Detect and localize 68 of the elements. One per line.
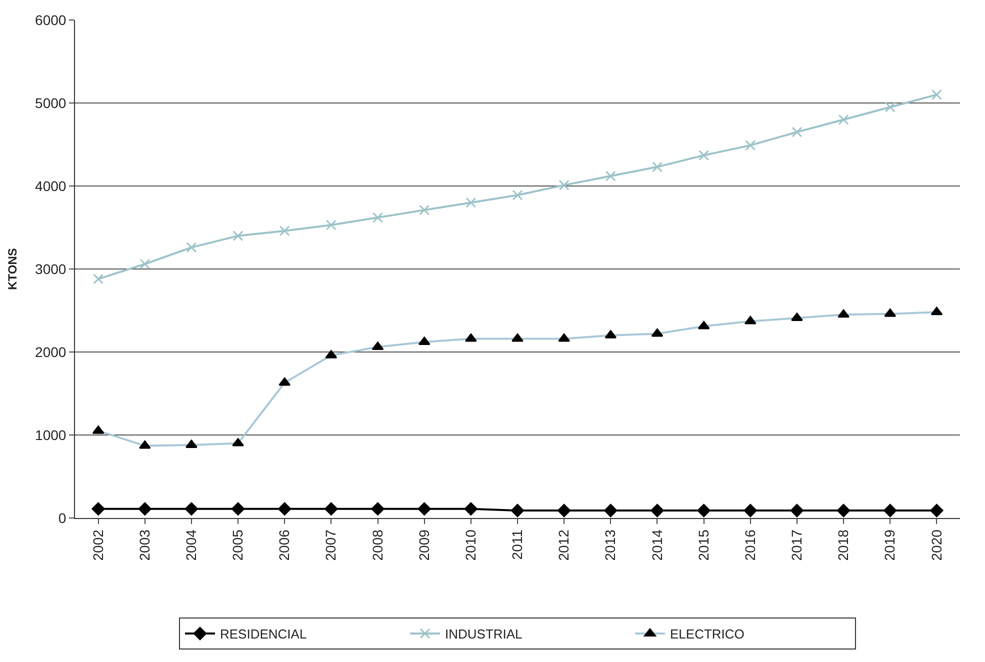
x-tick-label: 2014	[648, 529, 665, 561]
point	[557, 504, 571, 518]
x-tick-label: 2008	[369, 529, 386, 561]
point	[231, 502, 245, 516]
y-tick-label: 1000	[35, 426, 66, 443]
y-tick-label: 2000	[35, 344, 66, 360]
point	[140, 258, 150, 270]
x-tick-label: 2002	[90, 529, 106, 561]
point	[931, 89, 942, 100]
point	[184, 502, 198, 516]
point	[278, 502, 292, 516]
point	[652, 162, 662, 172]
x-tick-label: 2009	[416, 529, 432, 561]
y-tick-label: 3000	[35, 260, 66, 277]
x-tick-label: 2017	[788, 529, 805, 561]
point	[510, 504, 524, 518]
legend-label: RESIDENCIAL	[220, 626, 307, 642]
point	[604, 504, 618, 518]
point	[558, 180, 570, 190]
point	[884, 102, 896, 112]
point	[372, 212, 384, 223]
x-tick-label: 2013	[602, 529, 618, 561]
point	[93, 274, 104, 284]
y-tick-label: 6000	[35, 12, 66, 28]
legend-label: INDUSTRIAL	[445, 626, 522, 642]
y-tick-label: 0	[58, 510, 66, 526]
point	[512, 190, 523, 200]
point	[792, 126, 802, 138]
point	[371, 502, 384, 516]
point	[930, 504, 944, 518]
x-tick-label: 2012	[556, 529, 572, 561]
x-tick-label: 2006	[276, 529, 292, 561]
point	[92, 502, 105, 516]
point	[745, 140, 756, 151]
point	[605, 170, 616, 182]
point	[650, 504, 664, 518]
point	[464, 502, 478, 516]
y-axis-title: KTONS	[5, 248, 20, 290]
point	[232, 230, 244, 242]
point	[884, 504, 897, 518]
point	[138, 502, 152, 516]
point	[790, 504, 804, 518]
x-tick-label: 2019	[882, 529, 898, 561]
point	[186, 242, 197, 253]
point	[466, 197, 476, 208]
point	[419, 204, 430, 216]
x-tick-label: 2016	[742, 529, 758, 561]
point	[744, 504, 757, 518]
point	[279, 226, 290, 236]
x-tick-label: 2007	[322, 529, 339, 561]
point	[698, 150, 710, 161]
x-tick-label: 2011	[509, 529, 526, 560]
x-tick-label: 2015	[695, 529, 712, 561]
x-tick-label: 2004	[183, 529, 199, 561]
point	[324, 502, 338, 516]
point	[418, 502, 431, 516]
y-tick-label: 5000	[35, 94, 66, 111]
x-tick-label: 2020	[928, 529, 944, 561]
x-tick-label: 2005	[230, 529, 246, 561]
point	[836, 504, 850, 518]
legend-label: ELECTRICO	[670, 626, 744, 642]
point	[697, 504, 710, 518]
x-tick-label: 2018	[835, 529, 852, 561]
point	[326, 220, 336, 230]
x-tick-label: 2010	[462, 529, 478, 561]
y-tick-label: 4000	[35, 178, 66, 194]
point	[838, 114, 849, 125]
x-tick-label: 2003	[136, 529, 152, 561]
